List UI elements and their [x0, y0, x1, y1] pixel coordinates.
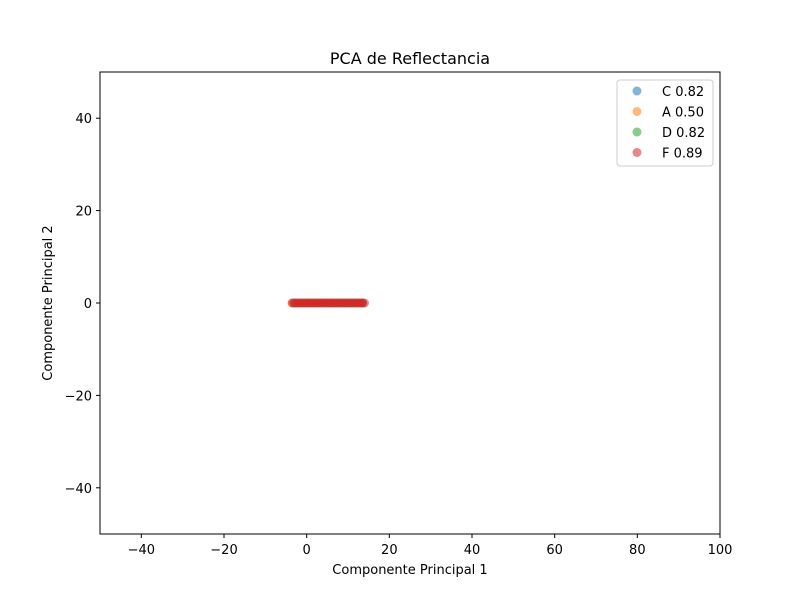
- series-3-points: [287, 298, 370, 308]
- x-tick-label: 100: [708, 543, 733, 558]
- legend-label: D 0.82: [662, 126, 705, 141]
- x-tick-label: 80: [629, 543, 646, 558]
- y-axis-label: Componente Principal 2: [41, 225, 56, 380]
- legend: C 0.82 A 0.50 D 0.82 F 0.89: [616, 79, 714, 167]
- y-tick-label: −20: [65, 389, 92, 404]
- legend-marker: [632, 127, 642, 137]
- legend-marker: [632, 86, 642, 96]
- x-axis: −40 −20 0 20 40 60 80 100: [128, 534, 733, 558]
- legend-marker: [632, 107, 642, 116]
- legend-label: A 0.50: [662, 106, 704, 121]
- x-tick-label: 60: [546, 543, 563, 558]
- x-axis-label: Componente Principal 1: [332, 563, 487, 578]
- x-tick-label: 0: [303, 543, 311, 558]
- x-tick-label: −40: [128, 543, 155, 558]
- y-tick-label: 0: [84, 297, 92, 312]
- y-tick-label: 20: [75, 205, 92, 220]
- x-tick-label: 40: [464, 543, 481, 558]
- x-tick-label: −20: [210, 543, 237, 558]
- chart-title: PCA de Reflectancia: [330, 49, 490, 68]
- x-tick-label: 20: [381, 543, 398, 558]
- legend-label: C 0.82: [662, 85, 704, 100]
- y-axis: −40 −20 0 20 40: [65, 112, 100, 497]
- legend-box: [616, 79, 714, 167]
- y-tick-label: 40: [75, 112, 92, 127]
- plot-area: [287, 298, 370, 308]
- legend-marker: [632, 148, 642, 157]
- y-tick-label: −40: [65, 482, 92, 497]
- data-point: [360, 298, 370, 308]
- legend-label: F 0.89: [662, 147, 703, 162]
